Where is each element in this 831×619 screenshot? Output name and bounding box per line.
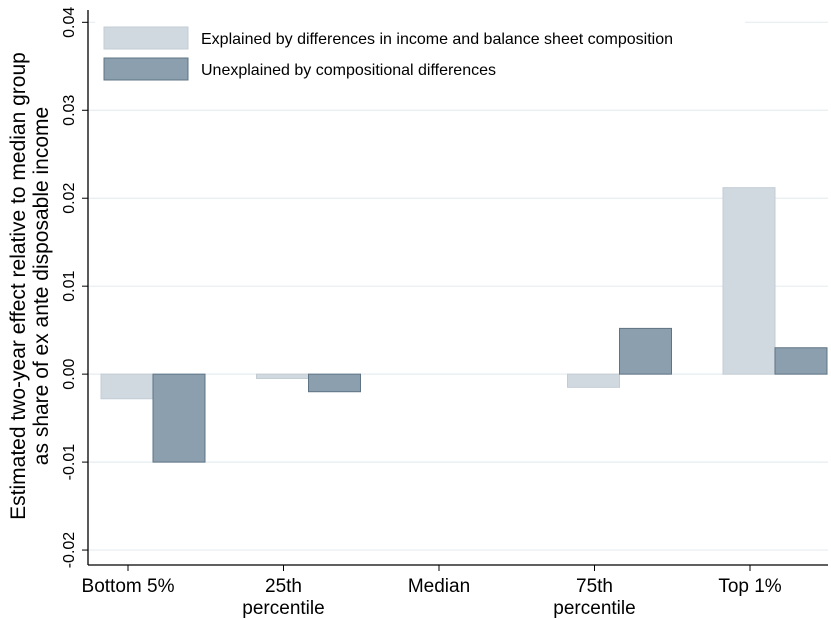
legend-swatch bbox=[103, 57, 189, 81]
bar bbox=[100, 373, 154, 400]
y-tick-label: 0.02 bbox=[61, 183, 78, 214]
bar bbox=[308, 373, 361, 393]
x-tick-label: Bottom 5% bbox=[82, 576, 175, 597]
y-tick-label: -0.02 bbox=[61, 532, 78, 569]
bar bbox=[152, 373, 206, 463]
x-tick-label: Top 1% bbox=[718, 576, 781, 597]
y-tick-label: 0.00 bbox=[61, 358, 78, 389]
y-axis-title: Estimated two-year effect relative to me… bbox=[7, 52, 30, 520]
bar bbox=[774, 347, 828, 375]
x-tick-label: 25th percentile bbox=[242, 576, 324, 619]
legend-box bbox=[95, 17, 745, 93]
y-axis-title: as share of ex ante disposable income bbox=[30, 107, 53, 465]
bar bbox=[567, 373, 620, 388]
legend-label: Explained by differences in income and b… bbox=[201, 31, 673, 48]
bar bbox=[619, 327, 672, 375]
y-tick-label: 0.01 bbox=[61, 271, 78, 302]
bar bbox=[256, 373, 309, 380]
legend-swatch bbox=[103, 26, 189, 50]
y-tick-label: 0.03 bbox=[61, 95, 78, 126]
x-tick-label: 75th percentile bbox=[553, 576, 635, 619]
legend-label: Unexplained by compositional differences bbox=[201, 62, 496, 79]
bar bbox=[722, 187, 776, 375]
y-tick-label: 0.04 bbox=[61, 7, 78, 38]
y-tick-label: -0.01 bbox=[61, 444, 78, 481]
x-tick-label: Median bbox=[408, 576, 470, 597]
